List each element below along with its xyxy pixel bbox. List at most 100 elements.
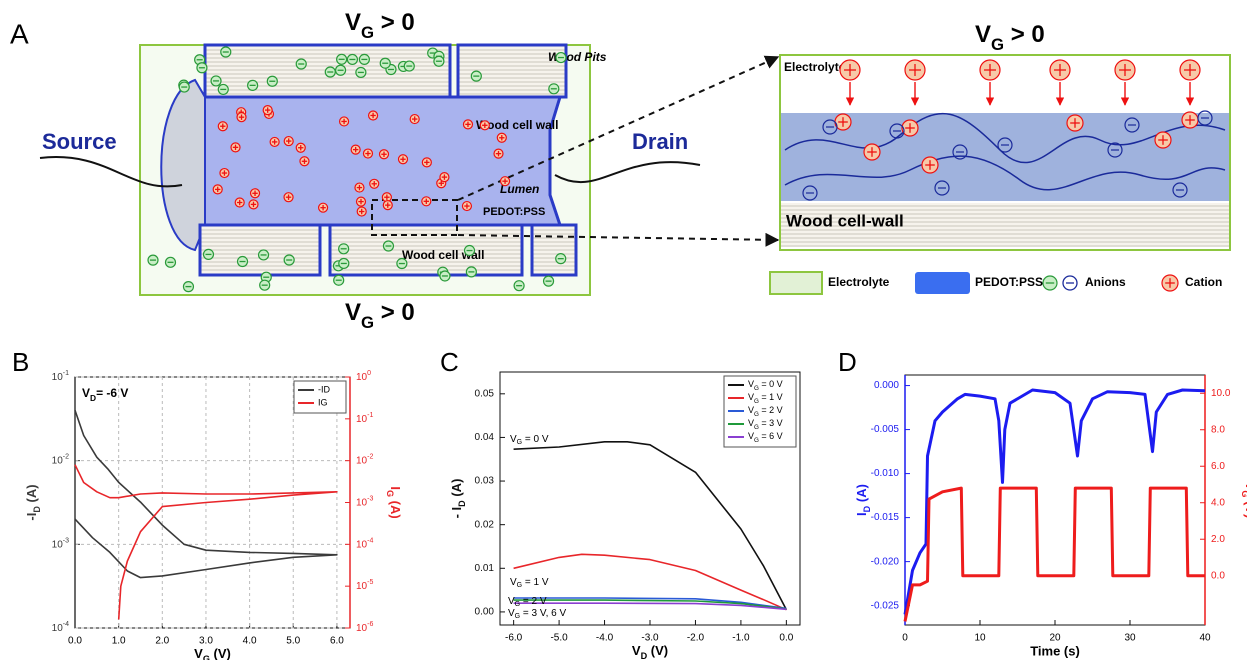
cell-wall [200,225,320,275]
y-tick-label: -0.015 [871,512,900,523]
x-tick-label: 2.0 [155,636,169,647]
text-part: V [194,646,203,660]
text-part: - I [449,507,464,519]
legend-label: Anions [1085,275,1126,289]
legend-swatch [915,272,970,294]
y2-tick-label: 10-4 [356,538,373,550]
text-part: = -6 V [96,386,128,400]
text-part: V [82,386,90,400]
electrolyte-label: Electrolyte [784,60,846,74]
x-tick-label: 20 [1049,633,1061,644]
y-tick-label: -0.020 [871,556,900,567]
y-tick-label: 0.05 [475,388,495,399]
panel-label: D [838,347,857,377]
legend-label: Cation [1185,275,1222,289]
superscript: -3 [63,538,69,545]
text-part: 10 [52,372,64,383]
plot-frame [905,375,1205,625]
y2-tick-label: 0.0 [1211,570,1225,581]
subscript: G [1240,490,1247,497]
y-tick-label: 0.04 [475,432,495,443]
text-part: (V) [1243,497,1247,518]
x-tick-label: 40 [1199,633,1211,644]
annotation: VD= -6 V [82,386,128,403]
legend-label: -ID [318,384,330,394]
cell-wall [532,225,576,275]
y-tick-label: 0.01 [475,563,495,574]
series-line [514,442,787,610]
text-part: > 0 [374,9,415,36]
y-axis-label: - ID (A) [449,479,467,519]
x-axis-label: VG (V) [194,646,231,660]
drain-label: Drain [632,129,688,154]
x-tick-label: -2.0 [687,633,705,644]
y-tick-label: 0.000 [874,380,899,391]
y-tick-label: 0.03 [475,476,495,487]
text-part: = 0 V [522,434,549,445]
x-tick-label: -5.0 [550,633,568,644]
x-tick-label: -6.0 [505,633,523,644]
superscript: -2 [63,454,69,461]
series-line [905,488,1205,621]
x-tick-label: 5.0 [286,636,300,647]
text-part: = 2 V [520,596,547,607]
superscript: 0 [367,370,371,377]
y2-axis-label: VG (V) [1240,482,1247,519]
text-part: V [345,299,361,326]
superscript: -2 [367,454,373,461]
annotation: VG = 2 V [508,596,547,609]
y2-tick-label: 10-6 [356,621,373,633]
series-line [514,554,787,609]
y-tick-label: -0.010 [871,468,900,479]
text-part: > 0 [1004,21,1045,48]
subscript: G [991,35,1004,54]
y2-tick-label: 4.0 [1211,497,1225,508]
text-part: 10 [356,623,368,634]
text-part: V [975,21,991,48]
superscript: -4 [367,538,373,545]
x-tick-label: 6.0 [330,636,344,647]
superscript: -4 [63,621,69,628]
superscript: -6 [367,621,373,628]
y-tick-label: -0.005 [871,424,900,435]
text-part: -I [24,513,39,521]
y-tick-label: -0.025 [871,600,900,611]
subscript: G [361,313,374,332]
text-part: > 0 [374,299,415,326]
text-part: 10 [52,623,64,634]
gate-label: VG > 0 [345,299,415,332]
text-part: 10 [356,581,368,592]
text-part: V [632,643,641,658]
text-part: V [1243,482,1247,491]
text-part: 10 [52,455,64,466]
subscript: G [361,23,374,42]
text-part: 10 [356,372,368,383]
superscript: -1 [367,412,373,419]
x-tick-label: 10 [974,633,986,644]
series-line [905,390,1205,614]
y-tick-label: 0.02 [475,519,495,530]
source-label: Source [42,129,117,154]
pedot-label: PEDOT:PSS [483,206,545,218]
y-tick-label: 10-1 [52,370,69,382]
legend-swatch [770,272,822,294]
x-tick-label: -3.0 [641,633,659,644]
text-part: (V) [210,646,231,660]
subscript: G [203,654,210,660]
text-part: 10 [356,413,368,424]
x-tick-label: 1.0 [112,636,126,647]
text-part: = 6 V [759,431,783,441]
y-axis-label: ID (A) [854,484,872,516]
y-axis-label: -ID (A) [24,484,42,520]
y-tick-label: 10-3 [52,538,69,550]
text-part: = 2 V [759,405,783,415]
text-part: = 3 V [759,418,783,428]
y2-tick-label: 10-5 [356,580,373,592]
y2-tick-label: 10-2 [356,454,373,466]
text-part: (A) [24,484,39,506]
y-tick-label: 10-2 [52,454,69,466]
x-axis-label: VD (V) [632,643,668,660]
panel-label: C [440,347,459,377]
panel-label: B [12,347,29,377]
text-part: 10 [356,455,368,466]
